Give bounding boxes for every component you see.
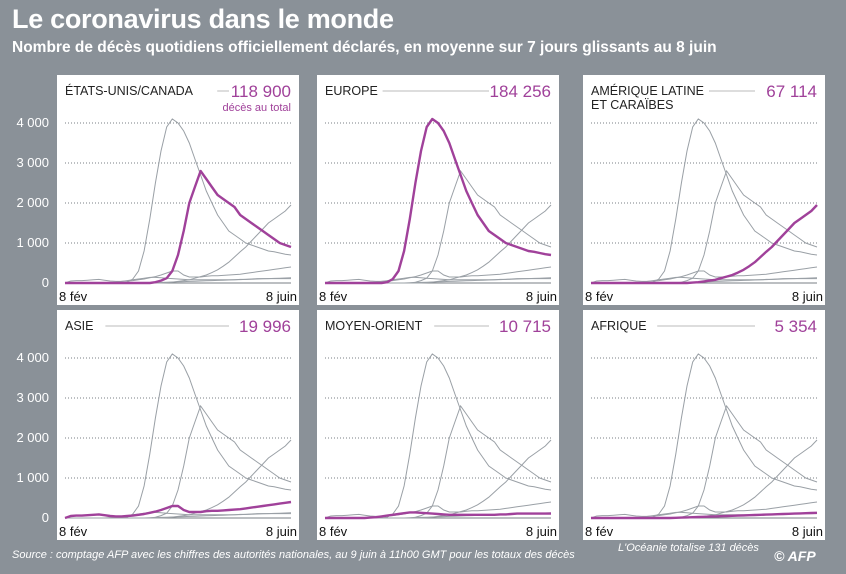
series-line-context-af <box>65 512 292 519</box>
series-line-af <box>591 511 818 520</box>
region-name: AFRIQUE <box>591 319 647 333</box>
x-start-label: 8 fév <box>319 524 348 539</box>
x-start-label: 8 fév <box>319 289 348 304</box>
x-end-label: 8 juin <box>526 524 557 539</box>
series-line-context-asia <box>324 501 552 519</box>
region-name: MOYEN-ORIENT <box>325 319 423 333</box>
region-chart-svg: ASIE 19 996 8 fév 8 juin <box>59 317 297 539</box>
series-line-eu <box>325 117 552 285</box>
region-name: ÉTATS-UNIS/CANADA <box>65 83 194 98</box>
x-end-label: 8 juin <box>526 289 557 304</box>
chart-title: Le coronavirus dans le monde <box>12 4 394 34</box>
y-tick-label: 2 000 <box>16 430 49 445</box>
series-line-asia <box>64 500 292 520</box>
region-chart-svg: AMÉRIQUE LATINE ET CARAÏBES 67 114 8 fév 8 j… <box>585 82 823 304</box>
series-line-context-eu <box>591 118 818 284</box>
region-panel-eu: EUROPE 184 256 8 fév 8 juin <box>317 75 559 305</box>
region-name: EUROPE <box>325 84 378 98</box>
series-line-context-asia <box>324 266 552 284</box>
y-tick-label: 2 000 <box>16 195 49 210</box>
series-line-context-na <box>325 404 552 519</box>
region-chart-svg: EUROPE 184 256 8 fév 8 juin <box>319 82 557 304</box>
x-end-label: 8 juin <box>266 524 297 539</box>
region-chart-svg: AFRIQUE 5 354 8 fév 8 juin <box>585 317 823 539</box>
region-total: 184 256 <box>490 82 551 101</box>
y-tick-label: 0 <box>41 510 49 525</box>
region-name: ASIE <box>65 319 94 333</box>
region-name: AMÉRIQUE LATINE ET CARAÏBES <box>591 83 704 112</box>
series-line-context-eu <box>591 353 818 519</box>
oceania-note: L'Océanie totalise 131 décès <box>618 542 759 554</box>
x-start-label: 8 fév <box>585 524 614 539</box>
y-tick-label: 4 000 <box>16 350 49 365</box>
series-line-context-asia <box>64 266 292 284</box>
region-panel-na: ÉTATS-UNIS/CANADA 118 900 décès au total 8 … <box>57 75 299 305</box>
chart-subtitle: Nombre de décès quotidiens officiellemen… <box>12 39 717 56</box>
region-total: 118 900 <box>231 82 291 101</box>
y-tick-label: 3 000 <box>16 155 49 170</box>
y-tick-label: 4 000 <box>16 115 49 130</box>
region-chart-svg: MOYEN-ORIENT 10 715 8 fév 8 juin <box>319 317 557 539</box>
region-panel-me: MOYEN-ORIENT 10 715 8 fév 8 juin <box>317 310 559 540</box>
y-tick-label: 1 000 <box>16 470 49 485</box>
afp-logo: © AFP <box>774 548 816 564</box>
source-note: Source : comptage AFP avec les chiffres … <box>12 549 575 561</box>
region-total: 67 114 <box>766 82 817 101</box>
series-line-me <box>325 511 551 520</box>
x-end-label: 8 juin <box>792 524 823 539</box>
region-total: 5 354 <box>774 317 817 336</box>
region-panel-af: AFRIQUE 5 354 8 fév 8 juin <box>583 310 825 540</box>
series-line-context-eu <box>65 353 292 519</box>
x-start-label: 8 fév <box>585 289 614 304</box>
x-start-label: 8 fév <box>59 524 88 539</box>
series-line-context-na <box>65 404 292 519</box>
x-end-label: 8 juin <box>792 289 823 304</box>
series-line-context-na <box>325 169 552 284</box>
total-note: décès au total <box>223 102 292 114</box>
region-panel-latam: AMÉRIQUE LATINE ET CARAÏBES 67 114 8 fév 8 j… <box>583 75 825 305</box>
y-tick-label: 1 000 <box>16 235 49 250</box>
y-tick-label: 3 000 <box>16 390 49 405</box>
series-line-context-na <box>591 404 818 519</box>
region-total: 19 996 <box>239 317 291 336</box>
series-line-context-na <box>591 169 818 284</box>
series-line-context-eu <box>325 353 552 519</box>
series-line-context-asia <box>590 266 818 284</box>
region-panel-asia: ASIE 19 996 8 fév 8 juin <box>57 310 299 540</box>
region-total: 10 715 <box>499 317 551 336</box>
y-tick-label: 0 <box>41 275 49 290</box>
series-line-latam <box>591 204 818 285</box>
x-start-label: 8 fév <box>59 289 88 304</box>
x-end-label: 8 juin <box>266 289 297 304</box>
series-line-na <box>65 169 292 285</box>
series-line-context-asia <box>590 501 818 519</box>
